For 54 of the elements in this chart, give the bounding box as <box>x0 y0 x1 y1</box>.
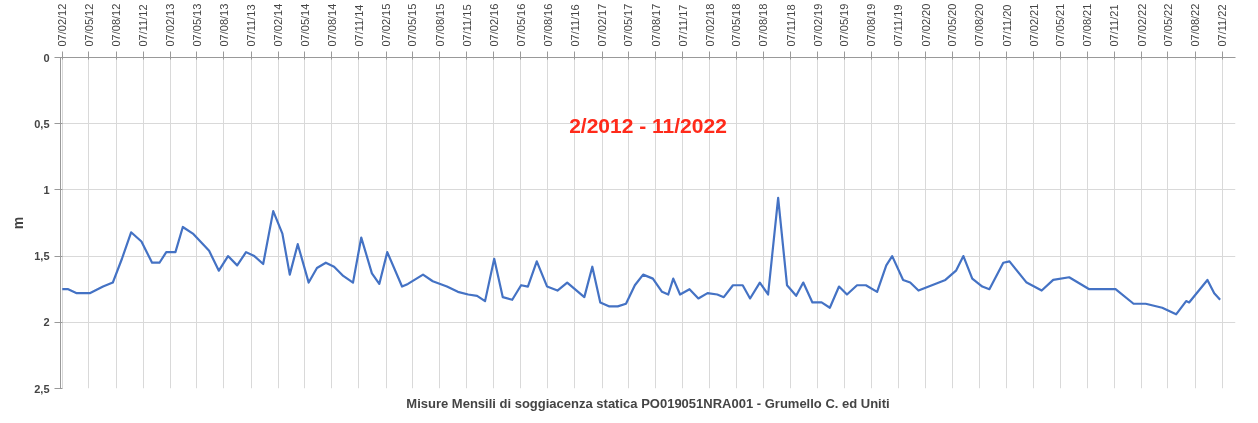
x-tick-label: 07/02/12 <box>56 3 69 47</box>
x-tick-label: 07/02/17 <box>596 3 609 47</box>
y-tick-label: 2,5 <box>34 382 50 395</box>
x-tick-label: 07/08/16 <box>541 3 554 47</box>
x-tick-label: 07/08/22 <box>1189 3 1202 47</box>
x-tick-label: 07/05/17 <box>622 3 635 47</box>
x-tick-label: 07/05/21 <box>1054 3 1066 47</box>
x-tick-label: 07/11/14 <box>352 4 365 47</box>
x-tick-label: 07/08/20 <box>973 3 986 47</box>
x-tick-label: 07/05/19 <box>838 3 851 47</box>
y-tick-label: 1 <box>43 183 50 196</box>
x-tick-label: 07/11/13 <box>245 4 258 47</box>
x-tick-label: 07/11/16 <box>568 4 581 47</box>
x-tick-label: 07/08/13 <box>217 3 230 47</box>
x-tick-label: 07/11/18 <box>784 4 797 47</box>
y-tick-label: 2 <box>43 316 50 329</box>
y-tick-label: 0 <box>43 51 50 64</box>
line-series <box>61 196 1222 316</box>
x-tick-label: 07/08/19 <box>865 3 878 47</box>
x-tick-label: 07/11/15 <box>460 4 473 47</box>
x-tick-label: 07/02/19 <box>811 3 824 47</box>
x-tick-label: 07/02/21 <box>1027 3 1040 47</box>
x-tick-label: 07/05/16 <box>514 3 527 47</box>
x-tick-label: 07/02/16 <box>487 3 500 47</box>
x-tick-label: 07/05/15 <box>406 3 419 47</box>
x-tick-label: 07/05/18 <box>730 3 743 47</box>
y-axis-title: m <box>10 216 27 230</box>
x-axis-title: Misure Mensili di soggiacenza statica PO019051NRA001 - Grumello C. ed Uniti <box>406 395 890 411</box>
x-tick-label: 07/11/17 <box>676 4 689 47</box>
x-tick-label: 07/05/12 <box>82 3 95 47</box>
x-tick-label: 07/02/15 <box>380 3 393 47</box>
x-tick-label: 07/08/14 <box>325 3 338 47</box>
x-tick-label: 07/05/14 <box>298 3 311 47</box>
x-tick-label: 07/11/21 <box>1108 4 1121 47</box>
x-tick-label: 07/02/20 <box>919 3 932 47</box>
x-tick-label: 07/08/12 <box>110 3 123 47</box>
x-tick-label: 07/05/13 <box>190 3 203 47</box>
x-tick-label: 07/11/12 <box>137 4 150 47</box>
x-tick-label: 07/02/14 <box>272 3 285 47</box>
x-tick-label: 07/11/20 <box>1000 4 1013 47</box>
x-tick-label: 07/02/22 <box>1135 3 1148 47</box>
y-tick-label: 0,5 <box>34 117 50 130</box>
x-tick-label: 07/05/20 <box>946 3 959 47</box>
x-tick-label: 07/05/22 <box>1161 3 1174 47</box>
x-tick-label: 07/08/21 <box>1081 3 1094 47</box>
x-tick-label: 07/08/15 <box>433 3 446 47</box>
x-tick-label: 07/02/13 <box>164 3 177 47</box>
x-tick-label: 07/08/18 <box>757 3 770 47</box>
x-tick-label: 07/02/18 <box>703 3 716 47</box>
x-tick-label: 07/08/17 <box>649 3 662 47</box>
x-tick-label: 07/11/19 <box>892 4 905 47</box>
x-tick-label: 07/11/22 <box>1216 4 1229 47</box>
annotation: 2/2012 - 11/2022 <box>569 113 727 137</box>
y-tick-label: 1,5 <box>34 250 50 263</box>
